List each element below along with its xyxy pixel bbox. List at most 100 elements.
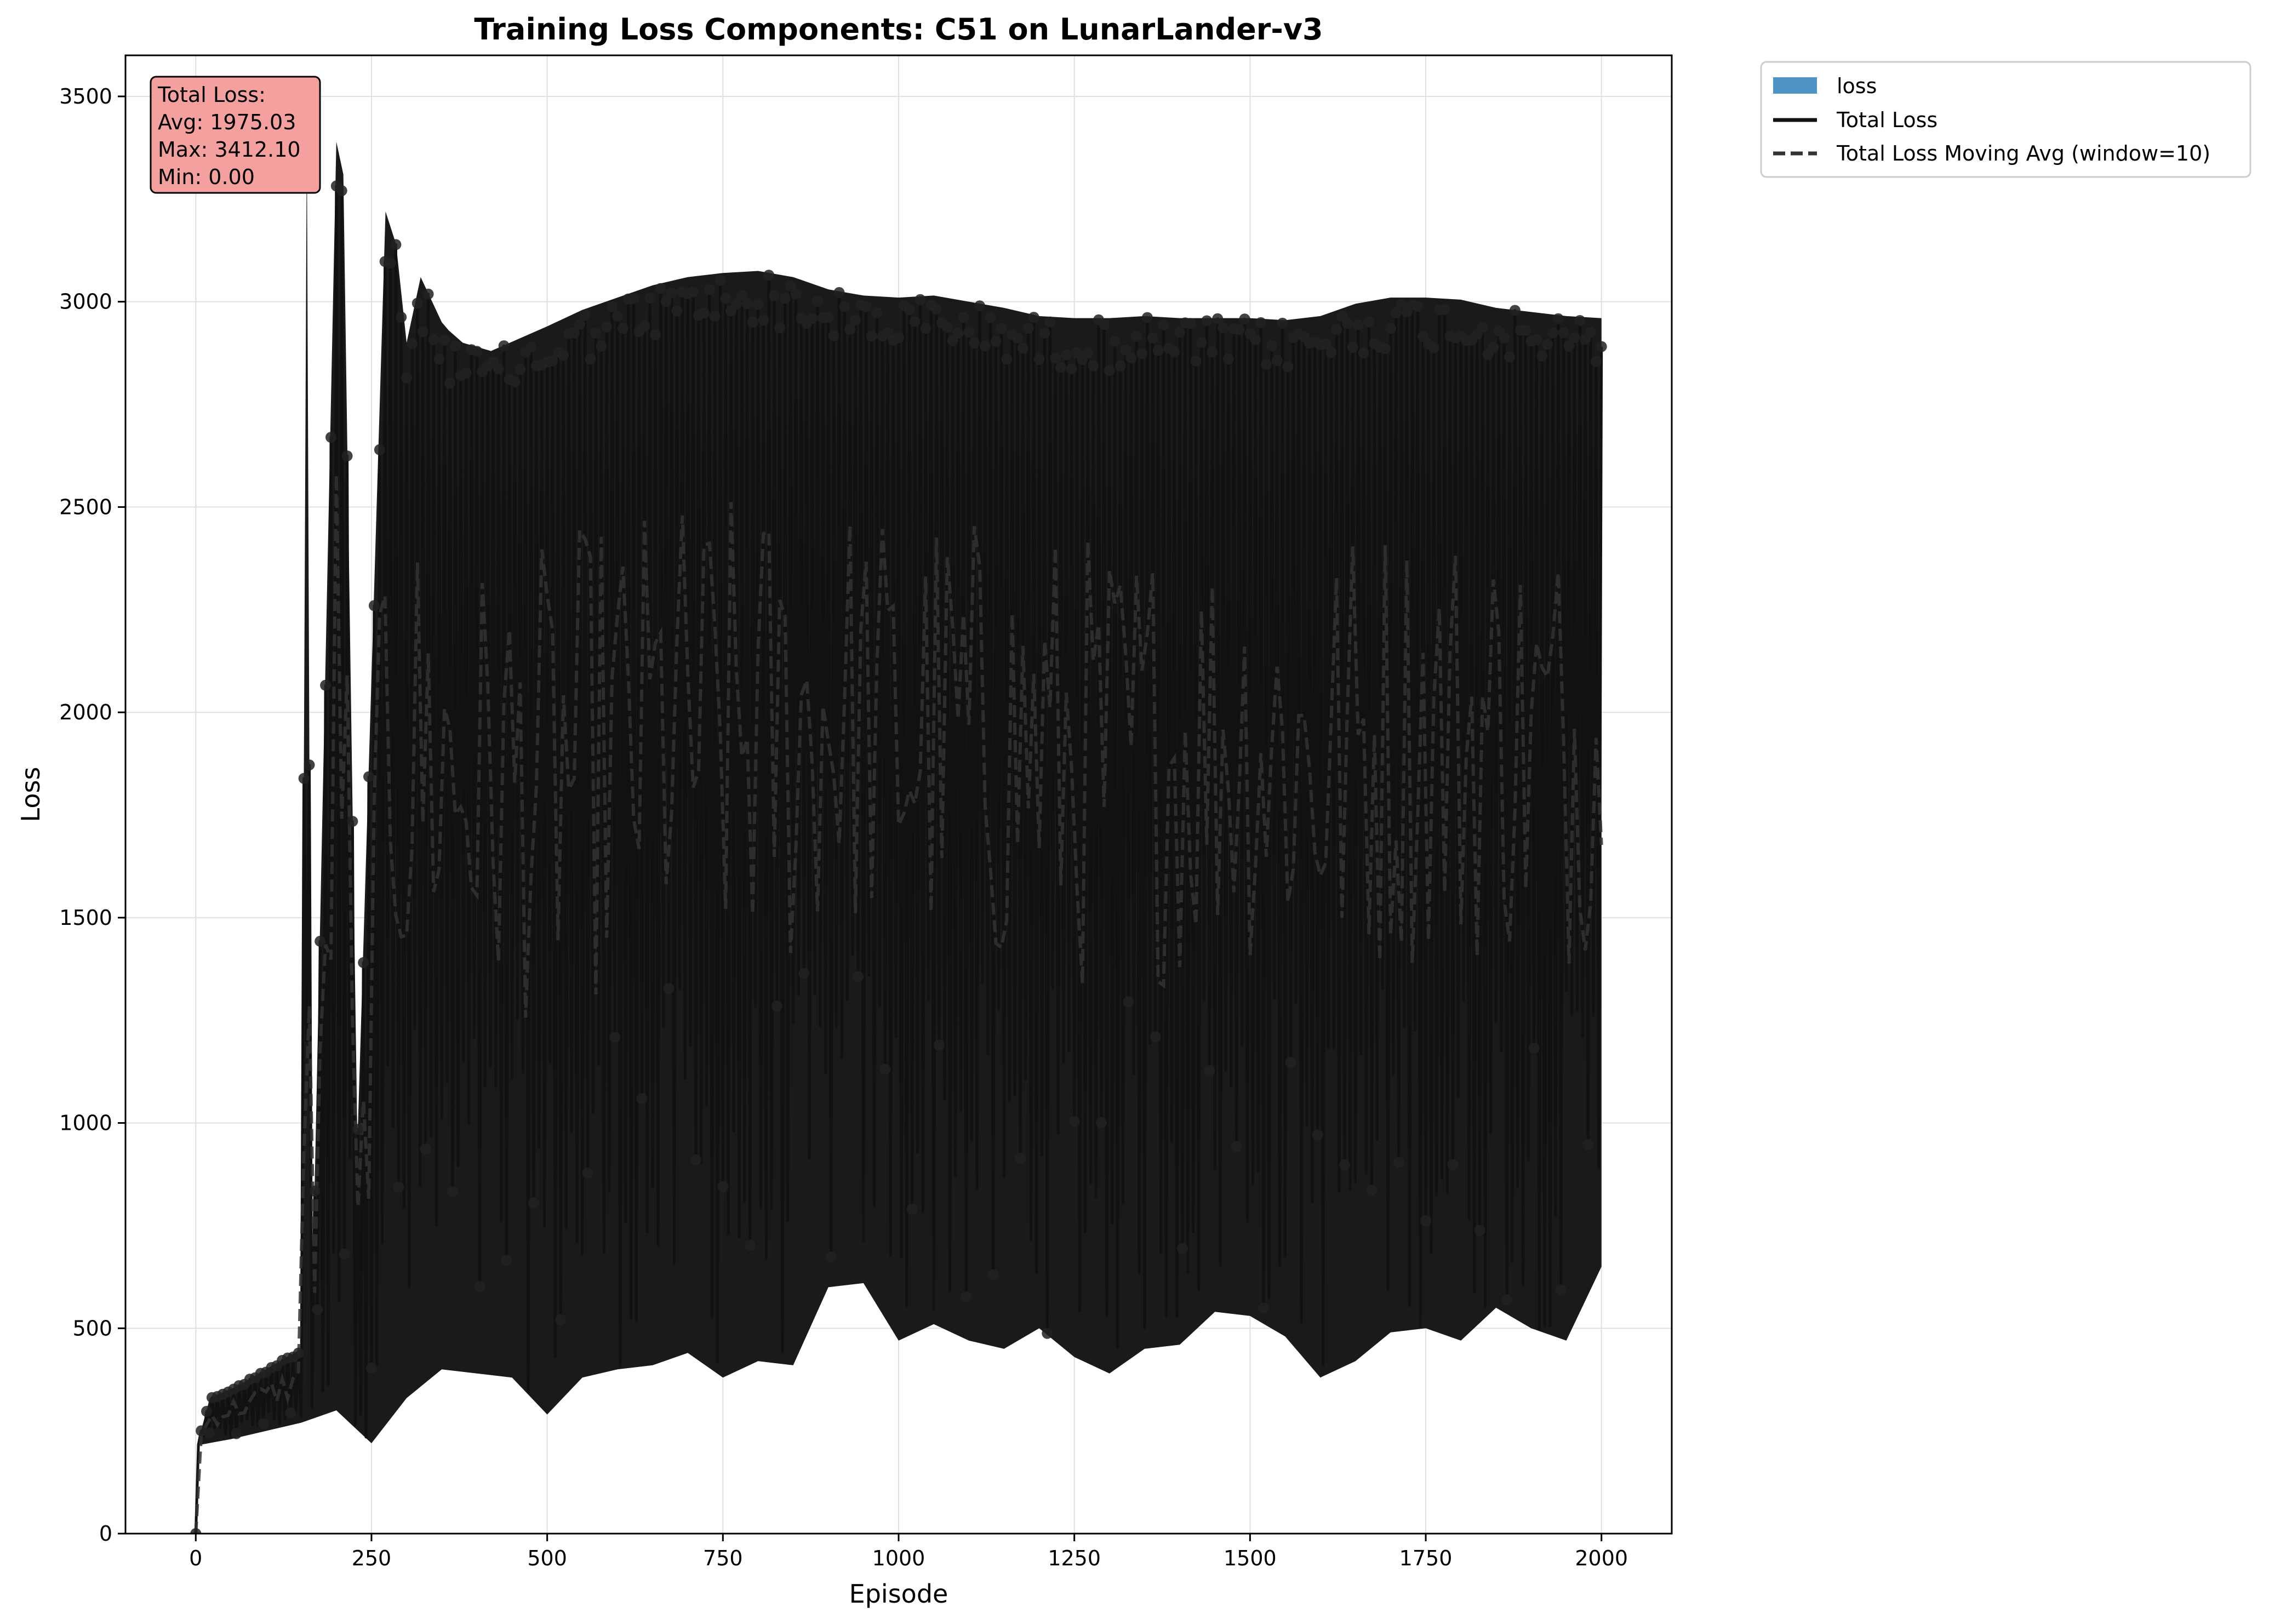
x-tick-label: 1250 — [1048, 1546, 1101, 1570]
data-point — [650, 329, 661, 340]
data-point — [1590, 356, 1602, 367]
data-point — [1015, 1152, 1026, 1164]
data-point — [1066, 363, 1077, 375]
data-point — [390, 239, 402, 250]
data-point — [690, 1154, 701, 1165]
data-point — [1231, 1141, 1242, 1152]
data-point — [1096, 1117, 1107, 1128]
data-point — [769, 290, 780, 301]
legend-label: Total Loss Moving Avg (window=10) — [1836, 141, 2210, 165]
data-point — [1312, 1129, 1323, 1141]
data-point — [1204, 1065, 1215, 1076]
data-point — [1115, 361, 1126, 371]
data-point — [1239, 313, 1250, 325]
data-point — [979, 340, 991, 352]
data-point — [358, 957, 369, 968]
data-point — [644, 293, 656, 304]
data-point — [785, 280, 796, 291]
stats-box-background — [150, 76, 321, 194]
data-point — [1136, 348, 1147, 359]
data-point — [807, 313, 818, 324]
data-point — [790, 288, 802, 300]
data-point — [1104, 365, 1115, 376]
x-tick-label: 1000 — [872, 1546, 925, 1570]
data-point — [1250, 334, 1261, 345]
stats-line: Avg: 1975.03 — [158, 110, 296, 134]
data-point — [704, 284, 715, 295]
data-point — [1212, 313, 1224, 324]
data-point — [363, 771, 374, 782]
data-point — [931, 304, 942, 314]
data-point — [582, 1168, 593, 1179]
data-point — [1563, 340, 1575, 352]
data-point — [1141, 312, 1153, 323]
x-tick-label: 500 — [527, 1546, 567, 1570]
data-point — [439, 334, 450, 346]
data-point — [660, 295, 672, 307]
data-point — [555, 1314, 567, 1325]
data-point — [774, 322, 785, 334]
data-point — [325, 432, 336, 443]
y-axis-label: Loss — [16, 767, 45, 822]
data-point — [952, 327, 964, 339]
data-point — [341, 450, 353, 462]
data-point — [498, 340, 510, 352]
data-point — [1125, 352, 1137, 364]
y-tick-label: 3000 — [59, 290, 112, 314]
data-point — [298, 773, 310, 784]
data-point — [1261, 359, 1272, 370]
x-axis-ticks: 0 250 500 750 1000 1250 1500 1750 2000 — [189, 1534, 1628, 1570]
data-point — [411, 298, 423, 309]
data-point — [509, 376, 521, 387]
data-point — [1558, 327, 1569, 338]
data-point — [709, 311, 721, 322]
data-point — [1418, 331, 1429, 342]
data-point — [974, 300, 985, 312]
data-point — [1447, 1159, 1459, 1170]
data-point — [1420, 1215, 1431, 1226]
data-point — [963, 327, 975, 338]
data-point — [1068, 1116, 1080, 1127]
data-point — [1528, 1043, 1540, 1054]
data-point — [1582, 1139, 1594, 1151]
data-point — [1331, 324, 1342, 335]
data-point — [987, 1269, 999, 1280]
data-point — [417, 326, 428, 338]
data-point — [422, 288, 434, 300]
data-point — [585, 353, 596, 364]
data-point — [1044, 316, 1056, 328]
data-point — [839, 301, 850, 312]
data-point — [1339, 1159, 1350, 1171]
data-point — [822, 312, 834, 323]
data-point — [906, 1203, 918, 1215]
data-point — [339, 1249, 350, 1260]
data-point — [569, 327, 580, 339]
data-point — [1504, 351, 1515, 363]
data-point — [1177, 1243, 1188, 1254]
data-point — [731, 298, 742, 310]
data-point — [1131, 330, 1142, 342]
data-point — [1352, 319, 1364, 330]
x-tick-label: 250 — [352, 1546, 392, 1570]
data-point — [1347, 341, 1358, 353]
data-point — [471, 346, 483, 357]
x-tick-label: 1500 — [1224, 1546, 1277, 1570]
data-point — [407, 338, 418, 350]
data-point — [628, 293, 639, 304]
data-point — [1258, 1302, 1269, 1314]
y-tick-label: 2000 — [59, 700, 112, 724]
data-point — [1282, 361, 1294, 373]
data-point — [312, 1304, 323, 1316]
data-point — [825, 1251, 837, 1263]
data-point — [396, 311, 407, 323]
data-point — [366, 1362, 377, 1374]
data-point — [958, 312, 969, 323]
data-point — [447, 1186, 458, 1198]
data-point — [666, 287, 677, 299]
data-point — [1342, 318, 1353, 329]
data-point — [909, 316, 921, 327]
data-point — [1196, 337, 1207, 348]
data-point — [1596, 341, 1607, 352]
data-point — [1190, 355, 1202, 367]
data-point — [1147, 332, 1158, 344]
